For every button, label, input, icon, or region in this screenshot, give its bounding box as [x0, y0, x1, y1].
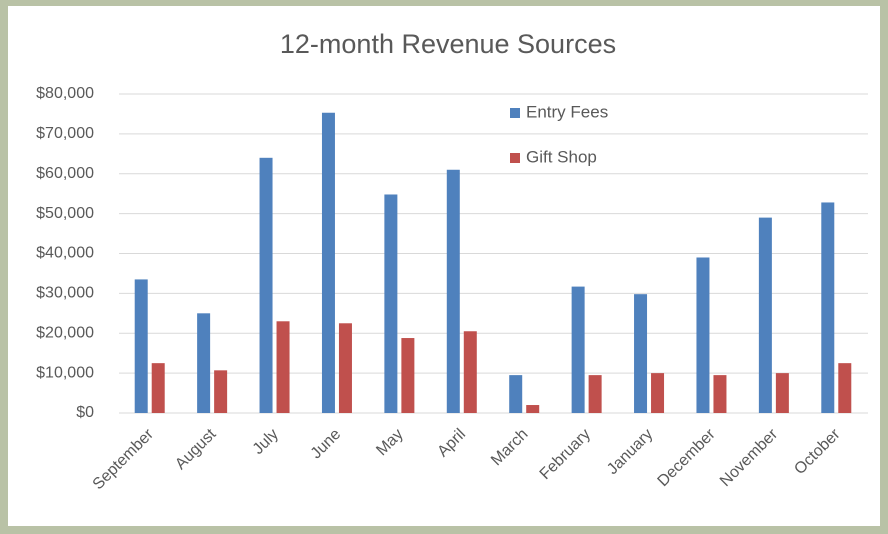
bar — [696, 257, 710, 413]
y-tick-label: $40,000 — [36, 245, 94, 262]
bar — [713, 375, 727, 413]
bar — [838, 363, 852, 413]
bar — [758, 217, 772, 413]
legend-label: Entry Fees — [526, 102, 608, 121]
bar — [651, 373, 665, 413]
bar — [134, 279, 148, 413]
bar — [401, 338, 415, 413]
y-tick-label: $50,000 — [36, 205, 94, 222]
y-tick-label: $10,000 — [36, 364, 94, 381]
bar — [259, 157, 273, 413]
bar — [151, 363, 165, 413]
bar — [338, 323, 352, 413]
legend-swatch — [510, 108, 520, 118]
bar — [214, 370, 228, 413]
bar — [571, 286, 585, 413]
bar — [588, 375, 602, 413]
chart-area — [8, 6, 880, 526]
bar — [463, 331, 477, 413]
y-tick-label: $60,000 — [36, 165, 94, 182]
y-tick-label: $20,000 — [36, 324, 94, 341]
chart-title: 12-month Revenue Sources — [280, 29, 616, 59]
bar — [384, 194, 398, 413]
y-tick-label: $70,000 — [36, 125, 94, 142]
legend-swatch — [510, 153, 520, 163]
bar — [321, 112, 335, 414]
bar — [821, 202, 835, 413]
y-tick-label: $30,000 — [36, 285, 94, 302]
bar — [775, 373, 789, 413]
bar — [634, 294, 648, 413]
bar — [509, 375, 523, 413]
bar — [276, 321, 290, 413]
bar — [446, 169, 460, 413]
bar — [526, 405, 540, 413]
y-tick-label: $80,000 — [36, 85, 94, 102]
legend-label: Gift Shop — [526, 147, 597, 166]
bar — [197, 313, 211, 413]
y-tick-label: $0 — [76, 404, 94, 421]
